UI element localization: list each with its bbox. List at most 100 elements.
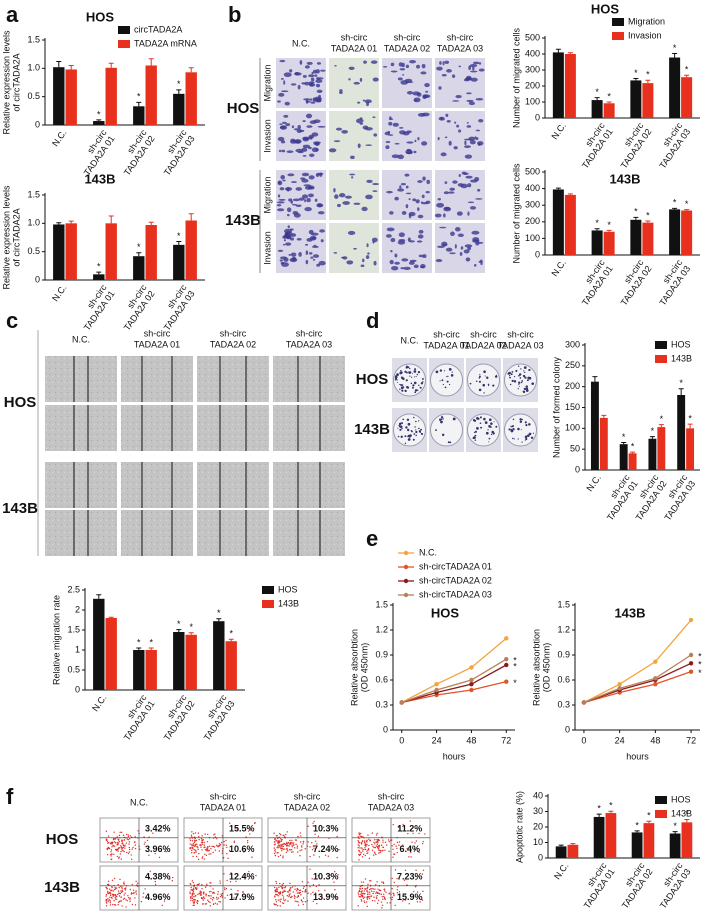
event [123, 839, 125, 841]
legend-marker [403, 550, 409, 556]
colony [416, 373, 419, 376]
event [107, 892, 109, 895]
legend-swatch [262, 586, 274, 594]
wound-image [273, 356, 345, 402]
event [109, 902, 111, 904]
event [106, 888, 108, 890]
bar [552, 52, 564, 118]
event [361, 847, 363, 849]
event [387, 839, 390, 841]
event [307, 892, 309, 894]
event [280, 833, 282, 836]
cell [336, 203, 341, 208]
event [213, 834, 215, 836]
event [192, 900, 194, 902]
colony [513, 376, 516, 378]
colony [419, 386, 422, 389]
y-tick-label: 0 [535, 249, 540, 259]
cell [372, 190, 378, 193]
event [194, 900, 196, 902]
event [121, 849, 123, 851]
event [292, 842, 295, 844]
event [282, 834, 284, 837]
event [379, 849, 381, 852]
bar [681, 210, 693, 255]
row-label: 143B [44, 879, 80, 896]
cell [311, 71, 314, 75]
cell [287, 173, 295, 177]
event [408, 856, 410, 858]
event [121, 839, 123, 841]
cell [339, 89, 343, 93]
cell [477, 141, 484, 146]
quadrant-percent: 7.23% [397, 871, 423, 881]
colony [518, 381, 521, 384]
y-tick-label: 1.2 [375, 624, 388, 634]
cell [334, 194, 339, 199]
cell [335, 127, 343, 131]
event [112, 844, 114, 847]
event [105, 895, 107, 897]
colony [522, 374, 526, 378]
cell [425, 90, 429, 93]
wound-image [121, 356, 193, 402]
event [110, 896, 113, 899]
cell [394, 261, 400, 265]
event [360, 881, 363, 883]
cell [284, 231, 293, 236]
colony [528, 432, 532, 436]
event [397, 886, 399, 888]
bar [225, 641, 237, 690]
event [191, 846, 194, 849]
event [288, 889, 291, 892]
event [363, 840, 366, 842]
wound-image [197, 462, 269, 508]
event [279, 841, 281, 843]
cell [362, 258, 365, 263]
cell [382, 65, 388, 68]
error-bar [558, 844, 564, 847]
x-tick-label: N.C. [549, 258, 568, 278]
colony [479, 422, 482, 425]
event [388, 850, 390, 853]
event [217, 891, 219, 893]
event [391, 839, 393, 841]
colony [441, 433, 445, 437]
y-tick-label: 500 [525, 166, 540, 176]
bar [591, 100, 603, 118]
event [361, 840, 364, 842]
event [317, 890, 320, 892]
event [377, 838, 380, 841]
cell [282, 243, 286, 246]
significance: * [631, 441, 635, 451]
event [312, 845, 315, 847]
event [190, 889, 192, 891]
event [292, 851, 294, 853]
cell [289, 69, 293, 73]
cell [417, 234, 424, 239]
cell [388, 121, 393, 126]
event [233, 840, 236, 842]
error-bar [148, 221, 154, 226]
cell [357, 143, 361, 148]
event [203, 846, 206, 849]
column-header: sh-circ [220, 328, 247, 338]
event [131, 848, 133, 850]
event [291, 846, 294, 848]
cell [284, 187, 293, 191]
event [316, 843, 318, 845]
colony [472, 436, 475, 440]
cell [348, 78, 351, 81]
event [129, 835, 131, 837]
event [195, 855, 198, 858]
cell [413, 99, 418, 102]
colony [451, 371, 453, 373]
event [225, 839, 227, 842]
event [114, 842, 117, 844]
bar [53, 67, 65, 125]
bar [631, 832, 643, 858]
colony [524, 435, 528, 439]
event [132, 846, 134, 849]
cell [299, 129, 305, 133]
cell [458, 129, 462, 133]
